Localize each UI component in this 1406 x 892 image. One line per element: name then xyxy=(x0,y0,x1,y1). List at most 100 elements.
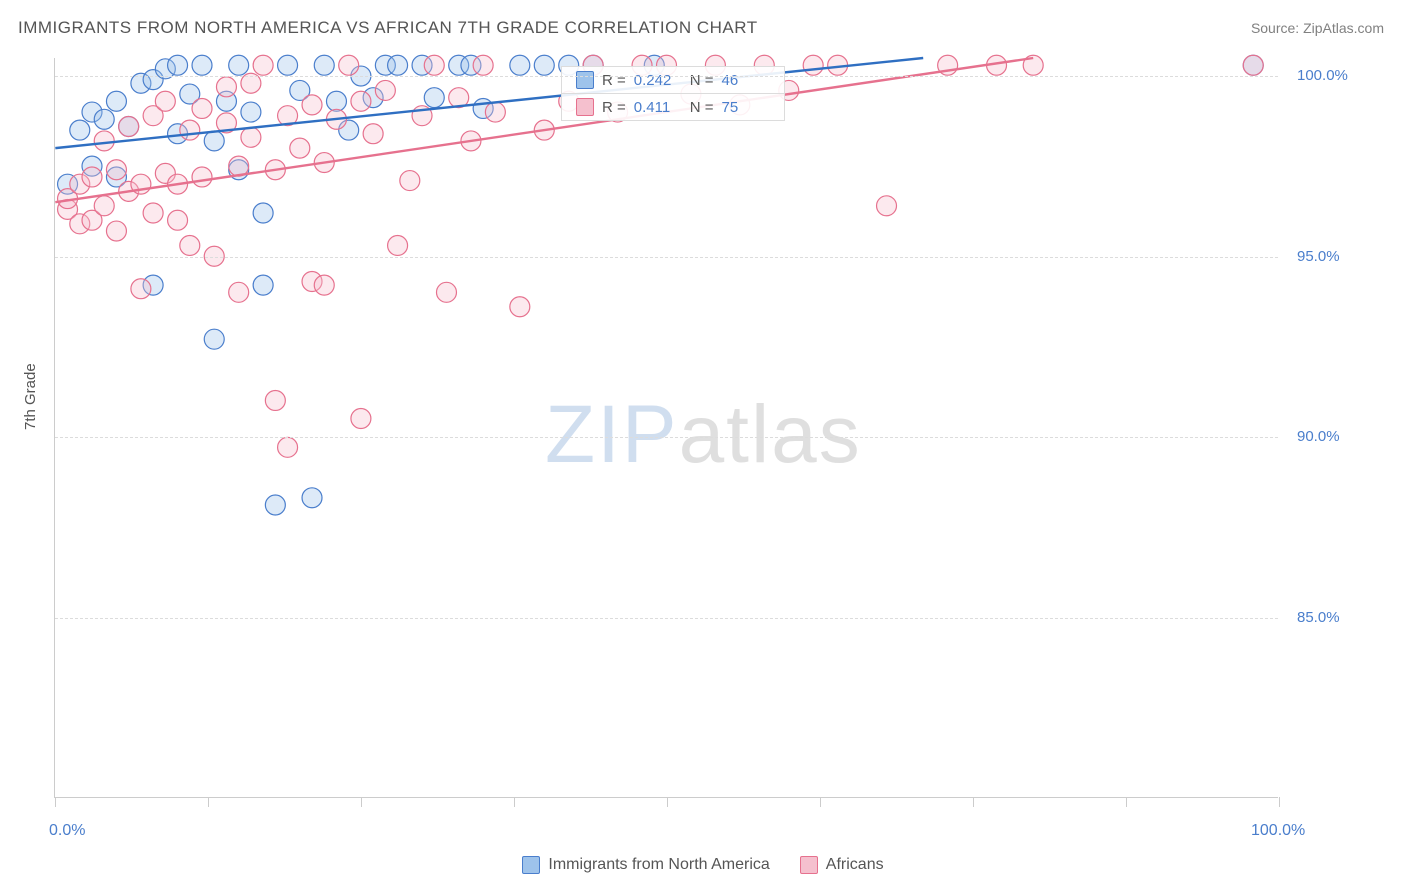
scatter-point-north_america xyxy=(192,55,212,75)
scatter-point-africans xyxy=(339,55,359,75)
scatter-point-africans xyxy=(131,279,151,299)
scatter-point-africans xyxy=(216,77,236,97)
n-label: N = xyxy=(690,72,714,89)
n-val-af: 75 xyxy=(722,99,770,116)
legend-item-af: Africans xyxy=(800,856,884,874)
x-tick xyxy=(55,797,56,807)
scatter-point-north_america xyxy=(314,55,334,75)
scatter-point-north_america xyxy=(534,55,554,75)
scatter-point-africans xyxy=(436,282,456,302)
x-tick-label-start: 0.0% xyxy=(49,822,85,840)
scatter-point-africans xyxy=(192,167,212,187)
scatter-point-africans xyxy=(180,120,200,140)
legend-item-na: Immigrants from North America xyxy=(522,856,769,874)
trend-line-africans xyxy=(55,58,1033,202)
scatter-point-north_america xyxy=(204,131,224,151)
gridline xyxy=(55,437,1278,438)
scatter-point-africans xyxy=(363,124,383,144)
scatter-point-africans xyxy=(314,275,334,295)
x-tick xyxy=(514,797,515,807)
scatter-point-north_america xyxy=(168,55,188,75)
scatter-point-africans xyxy=(351,409,371,429)
scatter-point-africans xyxy=(388,235,408,255)
source-value: ZipAtlas.com xyxy=(1303,20,1384,36)
scatter-point-north_america xyxy=(204,329,224,349)
scatter-point-africans xyxy=(94,131,114,151)
scatter-point-africans xyxy=(192,98,212,118)
scatter-point-africans xyxy=(168,210,188,230)
gridline xyxy=(55,618,1278,619)
scatter-point-africans xyxy=(119,117,139,137)
n-val-na: 46 xyxy=(722,72,770,89)
chart-svg xyxy=(55,58,1278,797)
chart-title: IMMIGRANTS FROM NORTH AMERICA VS AFRICAN… xyxy=(18,18,758,38)
x-tick xyxy=(361,797,362,807)
scatter-point-africans xyxy=(510,297,530,317)
scatter-point-africans xyxy=(94,196,114,216)
scatter-point-north_america xyxy=(265,495,285,515)
scatter-point-north_america xyxy=(424,88,444,108)
scatter-point-north_america xyxy=(106,91,126,111)
scatter-point-africans xyxy=(229,282,249,302)
x-tick xyxy=(667,797,668,807)
n-label: N = xyxy=(690,99,714,116)
stats-legend: R = 0.242 N = 46 R = 0.411 N = 75 xyxy=(561,66,785,121)
stats-row-na: R = 0.242 N = 46 xyxy=(562,67,784,94)
scatter-point-north_america xyxy=(94,109,114,129)
y-axis-title: 7th Grade xyxy=(22,363,39,430)
scatter-point-north_america xyxy=(388,55,408,75)
x-tick xyxy=(973,797,974,807)
scatter-point-africans xyxy=(1243,55,1263,75)
scatter-point-north_america xyxy=(278,55,298,75)
scatter-point-north_america xyxy=(241,102,261,122)
swatch-na-icon xyxy=(522,856,540,874)
scatter-point-north_america xyxy=(253,203,273,223)
y-tick-label: 90.0% xyxy=(1297,428,1340,445)
scatter-point-africans xyxy=(375,80,395,100)
scatter-point-africans xyxy=(155,91,175,111)
scatter-point-africans xyxy=(351,91,371,111)
scatter-point-north_america xyxy=(253,275,273,295)
gridline xyxy=(55,257,1278,258)
legend-label-na: Immigrants from North America xyxy=(548,856,769,874)
gridline xyxy=(55,76,1278,77)
x-tick xyxy=(820,797,821,807)
scatter-point-africans xyxy=(106,160,126,180)
swatch-af xyxy=(576,98,594,116)
r-val-na: 0.242 xyxy=(634,72,682,89)
scatter-point-africans xyxy=(290,138,310,158)
scatter-point-africans xyxy=(106,221,126,241)
stats-row-af: R = 0.411 N = 75 xyxy=(562,94,784,121)
x-tick-label-end: 100.0% xyxy=(1251,822,1305,840)
scatter-point-africans xyxy=(82,167,102,187)
r-val-af: 0.411 xyxy=(634,99,682,116)
y-tick-label: 85.0% xyxy=(1297,609,1340,626)
scatter-point-north_america xyxy=(326,91,346,111)
scatter-point-africans xyxy=(400,171,420,191)
x-tick xyxy=(1279,797,1280,807)
scatter-point-north_america xyxy=(70,120,90,140)
scatter-point-africans xyxy=(143,203,163,223)
x-tick xyxy=(1126,797,1127,807)
scatter-point-africans xyxy=(803,55,823,75)
scatter-point-africans xyxy=(278,437,298,457)
scatter-point-north_america xyxy=(510,55,530,75)
plot-area: ZIPatlas R = 0.242 N = 46 R = 0.411 N = … xyxy=(54,58,1278,798)
r-label: R = xyxy=(602,72,626,89)
source-attribution: Source: ZipAtlas.com xyxy=(1251,20,1384,36)
y-tick-label: 95.0% xyxy=(1297,248,1340,265)
scatter-point-africans xyxy=(180,235,200,255)
scatter-point-africans xyxy=(302,95,322,115)
x-tick xyxy=(208,797,209,807)
scatter-point-north_america xyxy=(229,55,249,75)
scatter-point-africans xyxy=(473,55,493,75)
swatch-af-icon xyxy=(800,856,818,874)
y-tick-label: 100.0% xyxy=(1297,67,1348,84)
scatter-point-africans xyxy=(877,196,897,216)
scatter-point-africans xyxy=(253,55,273,75)
bottom-legend: Immigrants from North America Africans xyxy=(0,856,1406,874)
scatter-point-africans xyxy=(424,55,444,75)
scatter-point-africans xyxy=(485,102,505,122)
legend-label-af: Africans xyxy=(826,856,884,874)
scatter-point-africans xyxy=(265,390,285,410)
